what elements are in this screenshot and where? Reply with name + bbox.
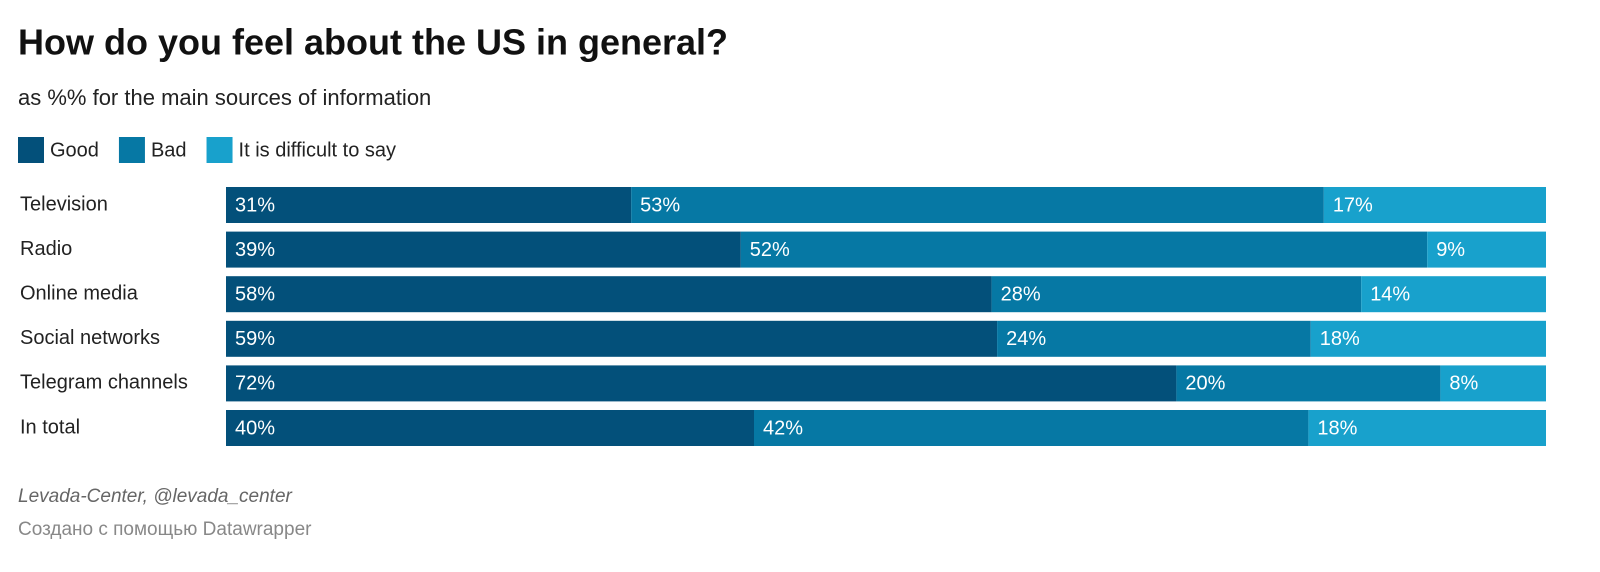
bar-segment [1440,365,1546,402]
value-label: 8% [1449,373,1478,395]
value-label: 14% [1370,283,1410,305]
value-label: 17% [1333,194,1373,216]
bar-segment [226,320,998,357]
category-label: Television [20,193,108,215]
bar-segment [1427,231,1546,268]
chart-subtitle: as %% for the main sources of informatio… [18,85,431,110]
value-label: 53% [640,194,680,216]
value-label: 42% [763,417,803,439]
value-label: 58% [235,283,275,305]
legend-swatch [18,137,44,163]
category-label: Online media [20,282,139,304]
value-label: 18% [1317,417,1357,439]
value-label: 24% [1006,328,1046,350]
bar-segment [754,410,1309,446]
source: Levada-Center, @levada_center [18,486,293,507]
legend-label: Good [50,139,99,161]
category-label: Radio [20,238,72,260]
bar-segment [1308,410,1546,446]
credit: Создано с помощью Datawrapper [18,519,312,540]
bar-segment [1361,276,1546,313]
legend-swatch [206,137,233,163]
value-label: 39% [235,239,275,261]
value-label: 40% [235,417,275,439]
bar-segment [991,276,1362,313]
value-label: 31% [235,194,275,216]
legend-label: It is difficult to say [239,139,396,161]
bar-segment [226,231,741,268]
value-label: 20% [1185,373,1225,395]
category-label: In total [20,416,80,438]
bar-segment [1176,365,1441,402]
value-label: 59% [235,328,275,350]
value-label: 18% [1320,328,1360,350]
bar-segment [1310,320,1546,357]
bar-segment [740,231,1428,268]
value-label: 28% [1001,283,1041,305]
legend-swatch [118,137,145,163]
bar-segment [1323,187,1546,223]
category-label: Telegram channels [20,372,188,394]
bar-segment [997,320,1311,357]
chart-title: How do you feel about the US in general? [18,22,728,63]
bar-segment [226,276,992,313]
bar-segment [631,187,1324,223]
bar-segment [226,187,632,223]
category-label: Social networks [20,327,160,349]
value-label: 52% [750,239,790,261]
legend-label: Bad [151,139,187,161]
bar-segment [226,365,1177,402]
value-label: 9% [1436,239,1465,261]
value-label: 72% [235,373,275,395]
bar-segment [226,410,754,446]
